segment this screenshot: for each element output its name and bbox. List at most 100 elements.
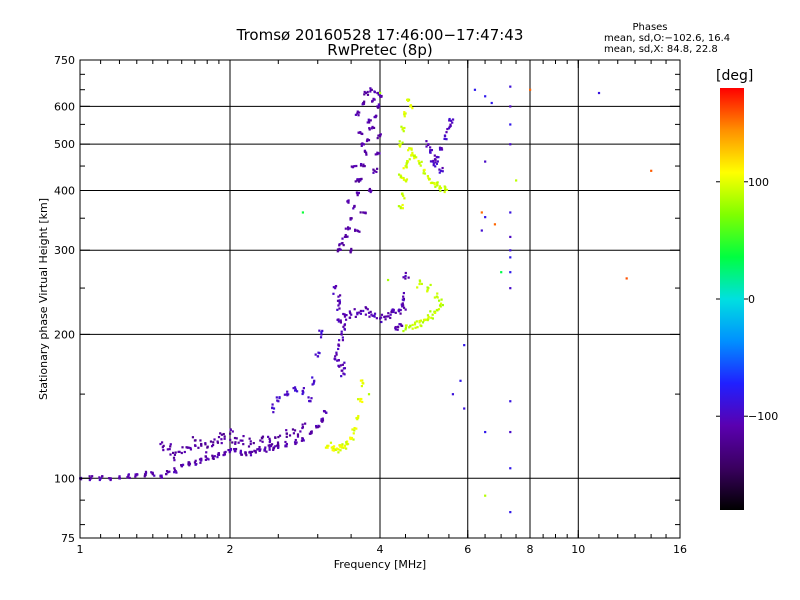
echo-point (356, 313, 359, 316)
echo-point (349, 437, 352, 441)
echo-point (217, 452, 220, 455)
echo-point (402, 329, 405, 333)
y-axis-label: Stationary phase Virtual Height [km] (37, 198, 50, 400)
echo-point (342, 312, 345, 316)
echo-point (417, 159, 420, 163)
echo-point (288, 434, 292, 437)
y-tick-label: 75 (61, 532, 75, 545)
echo-point (248, 437, 251, 440)
echo-point (361, 103, 364, 106)
echo-point (392, 310, 395, 314)
echo-point (204, 458, 207, 461)
echo-point (404, 328, 407, 331)
echo-point (342, 244, 345, 247)
echo-point (346, 443, 349, 446)
echo-point (377, 103, 380, 106)
echo-point (431, 313, 434, 316)
echo-point (384, 318, 387, 321)
echo-point (188, 461, 191, 464)
echo-point (295, 390, 299, 393)
echo-point (368, 187, 371, 191)
echo-point (357, 180, 361, 183)
echo-point (337, 344, 341, 347)
echo-point (397, 173, 401, 176)
echo-point (99, 477, 102, 480)
echo-point (433, 296, 436, 299)
echo-point (509, 123, 512, 126)
echo-point (403, 115, 406, 118)
echo-point (276, 444, 279, 447)
echo-point (406, 159, 409, 163)
echo-point (356, 179, 359, 182)
echo-point (401, 203, 404, 207)
echo-point (342, 325, 345, 328)
echo-point (490, 101, 493, 105)
echo-point (350, 249, 353, 252)
echo-point (220, 441, 223, 445)
echo-point (408, 147, 411, 150)
echo-point (438, 185, 441, 188)
echo-point (446, 127, 449, 131)
echo-point (200, 443, 203, 446)
echo-point (216, 440, 219, 443)
echo-point (402, 167, 405, 170)
echo-point (436, 160, 439, 163)
echo-point (268, 444, 272, 447)
echo-point (79, 478, 83, 481)
x-axis: 1 2 4 6 8 10 16 (77, 60, 687, 556)
echo-point (438, 146, 442, 149)
echo-point (332, 286, 335, 289)
echo-point (285, 432, 288, 435)
echo-point (165, 473, 168, 476)
echo-point (310, 397, 313, 400)
echo-point (211, 443, 215, 447)
echo-point (193, 461, 197, 464)
echo-point (405, 180, 408, 183)
x-axis-label: Frequency [MHz] (334, 558, 426, 571)
echo-point (356, 194, 359, 197)
echo-point (356, 110, 359, 113)
echo-point (216, 453, 220, 456)
echo-point (448, 119, 451, 122)
echo-point (358, 311, 361, 314)
echo-point (210, 445, 214, 448)
echo-point (375, 317, 378, 320)
echo-point (134, 473, 137, 476)
echo-point (337, 343, 340, 346)
echo-point (339, 248, 342, 251)
echo-point (191, 436, 195, 439)
echo-point (362, 211, 365, 214)
echo-point (194, 444, 197, 448)
echo-point (371, 125, 374, 129)
echo-point (320, 333, 323, 336)
echo-point (353, 429, 356, 432)
echo-point (439, 189, 442, 193)
echo-point (401, 128, 404, 131)
echo-point (234, 441, 237, 444)
echo-point (425, 145, 428, 148)
echo-point (362, 143, 366, 146)
echo-point (302, 391, 305, 394)
echo-point (443, 188, 447, 191)
echo-point (380, 316, 383, 319)
echo-point (340, 444, 344, 447)
echo-point (399, 205, 402, 208)
echo-point (402, 276, 405, 279)
echo-point (413, 155, 416, 158)
echo-point (301, 389, 304, 393)
echo-point (429, 146, 432, 149)
echo-point (358, 111, 361, 114)
echo-point (339, 321, 342, 324)
echo-point (428, 178, 431, 181)
echo-point (316, 426, 319, 429)
echo-point (409, 324, 412, 327)
echo-point (267, 444, 270, 447)
echo-point (405, 178, 409, 181)
echo-point (374, 153, 377, 156)
echo-point (424, 318, 427, 321)
echo-point (169, 453, 172, 456)
echo-point (449, 119, 453, 122)
y-tick-label: 750 (54, 54, 75, 67)
echo-point (404, 308, 407, 311)
echo-point (360, 397, 363, 401)
